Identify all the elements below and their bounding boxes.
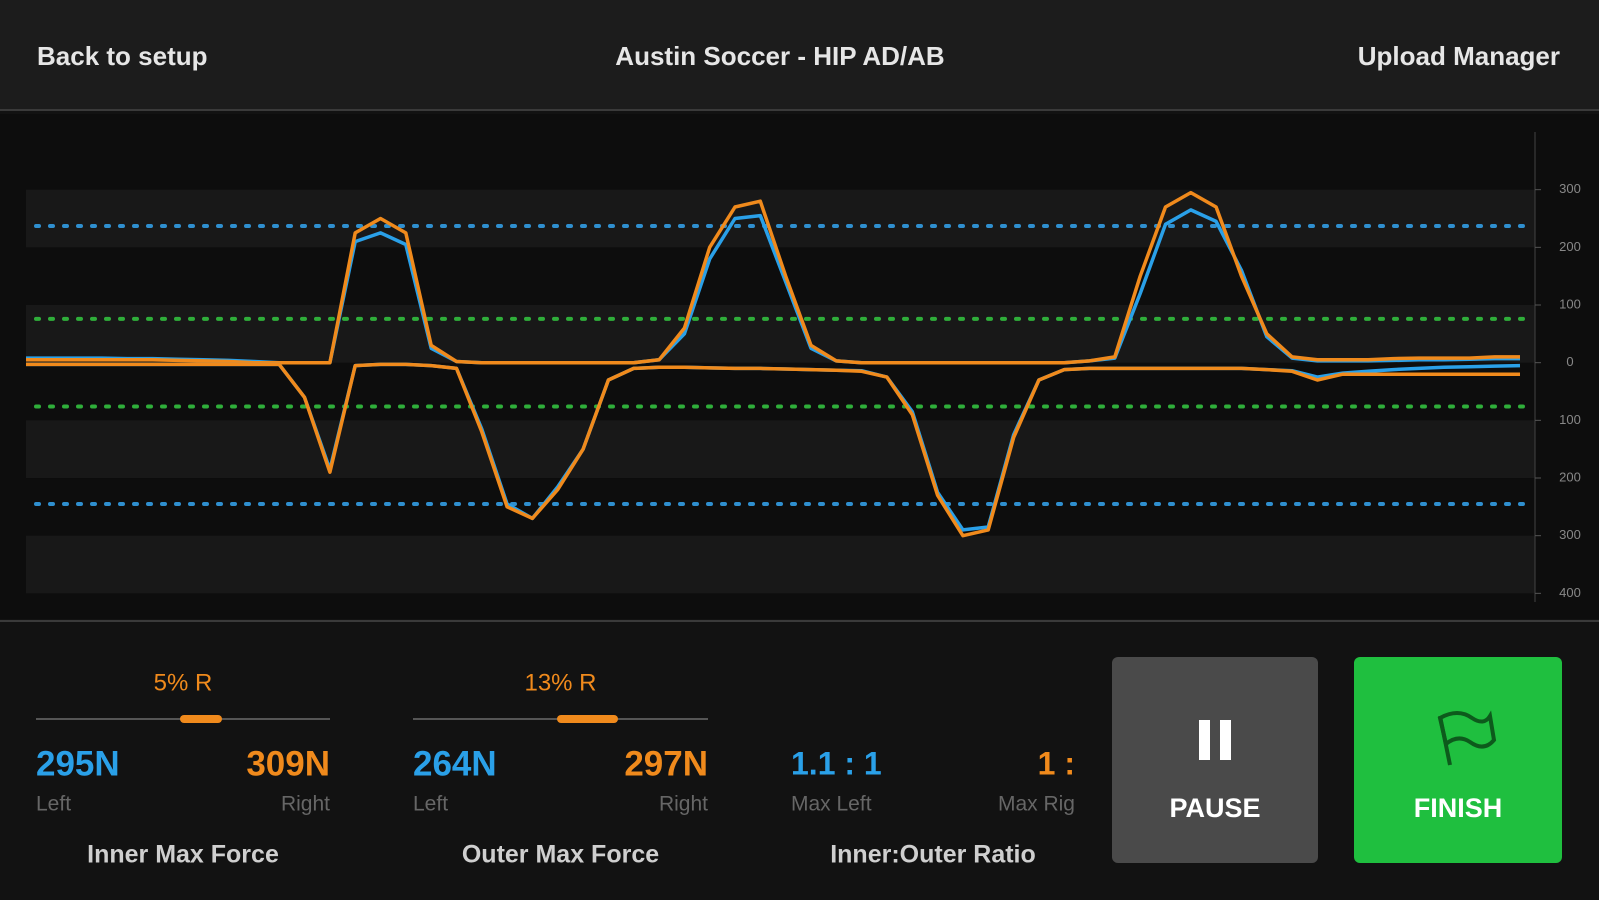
left-label: Left [413, 793, 448, 816]
session-title: Austin Soccer - HIP AD/AB [615, 41, 944, 71]
y-tick-label: 200 [1559, 239, 1581, 254]
right-value: 297N [624, 744, 708, 783]
right-label: Right [659, 793, 708, 816]
right-value: 1 : [1038, 745, 1075, 781]
pause-button[interactable] [1112, 657, 1318, 863]
finish-label: FINISH [1414, 793, 1503, 823]
stat-title: Inner Max Force [87, 841, 279, 869]
stat-title: Outer Max Force [462, 841, 659, 869]
flag-icon [1437, 710, 1497, 766]
right-label: Max Rig [998, 793, 1075, 816]
balance-percent: 13% R [524, 669, 596, 696]
y-tick-label: 100 [1559, 412, 1581, 427]
chart-band [26, 535, 1535, 594]
left-label: Left [36, 793, 71, 816]
y-tick-label: 200 [1559, 469, 1581, 484]
y-tick-label: 100 [1559, 296, 1581, 311]
pause-icon [1220, 720, 1231, 760]
chart-band [26, 305, 1535, 363]
header-bar [0, 0, 1599, 110]
pause-label: PAUSE [1169, 793, 1260, 823]
y-tick-label: 0 [1566, 354, 1573, 369]
flag-cloth [1437, 710, 1497, 749]
force-line [26, 362, 1520, 538]
pause-icon [1199, 720, 1210, 760]
stats-panel: 5% R 295N 309N Left Right Inner Max Force 13% … [36, 669, 1075, 869]
chart-band [26, 189, 1535, 248]
chart: 300 200 100 0 100 200 300 400 [26, 132, 1581, 602]
balance-percent: 5% R [154, 669, 213, 696]
right-value: 309N [246, 744, 330, 783]
left-value: 295N [36, 744, 120, 783]
back-button[interactable]: Back to setup [37, 41, 208, 71]
y-tick-label: 400 [1559, 585, 1581, 600]
y-tick-label: 300 [1559, 527, 1581, 542]
stat-title: Inner:Outer Ratio [830, 841, 1036, 869]
left-value: 264N [413, 744, 497, 783]
left-value: 1.1 : 1 [791, 745, 882, 781]
right-label: Right [281, 793, 330, 816]
left-label: Max Left [791, 793, 872, 816]
y-tick-label: 300 [1559, 181, 1581, 196]
upload-manager-button[interactable]: Upload Manager [1358, 41, 1560, 71]
finish-button[interactable] [1354, 657, 1562, 863]
chart-band [26, 420, 1535, 479]
